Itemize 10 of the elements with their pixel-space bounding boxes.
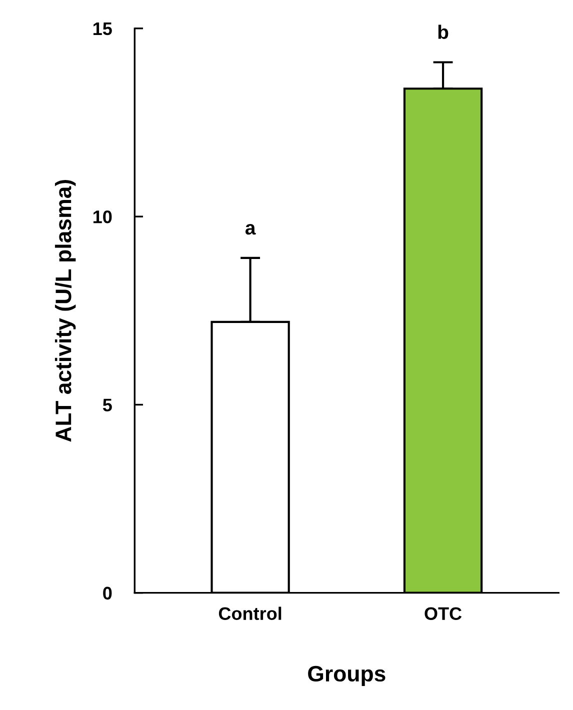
y-axis-title: ALT activity (U/L plasma)	[54, 180, 76, 442]
y-tick-label: 15	[93, 22, 112, 36]
x-tick-label: OTC	[424, 607, 462, 620]
annotation: b	[438, 24, 448, 39]
annotation: a	[245, 224, 256, 235]
x-axis-title: Groups	[308, 666, 386, 686]
y-tick-label: 10	[93, 210, 112, 224]
x-tick-label: Control	[218, 606, 282, 620]
y-tick-label: 5	[102, 398, 112, 412]
y-tick-label: 0	[103, 586, 112, 600]
